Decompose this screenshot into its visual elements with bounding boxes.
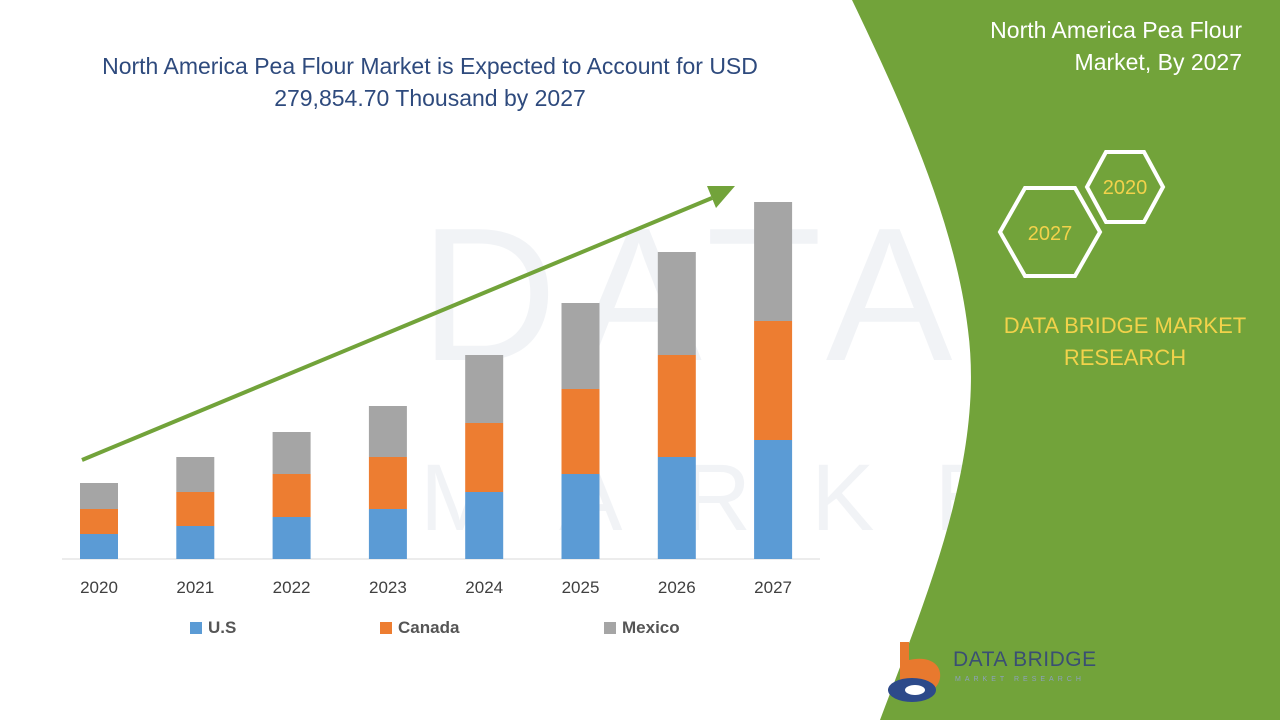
- trend-arrow: [81, 186, 735, 462]
- legend-swatch-us: [190, 622, 202, 634]
- bar-mexico-2026: [657, 252, 696, 355]
- bar-us-2024: [465, 492, 504, 559]
- legend-item-mexico: Mexico: [604, 616, 680, 640]
- bar-canada-2024: [465, 423, 504, 492]
- x-tick-label-2021: 2021: [176, 578, 214, 597]
- bar-us-2022: [272, 517, 311, 559]
- hexagon-2020: [1084, 150, 1166, 224]
- bar-mexico-2027: [754, 202, 793, 321]
- x-tick-label-2023: 2023: [369, 578, 407, 597]
- side-panel-title: North America Pea Flour Market, By 2027: [990, 17, 1242, 75]
- x-tick-label-2025: 2025: [562, 578, 600, 597]
- logo-name: DATA BRIDGE: [953, 648, 1097, 671]
- legend-item-canada: Canada: [380, 616, 459, 640]
- x-tick-label-2026: 2026: [658, 578, 696, 597]
- legend-swatch-mexico: [604, 622, 616, 634]
- bar-us-2023: [368, 509, 407, 559]
- bar-canada-2023: [368, 457, 407, 509]
- legend-item-us: U.S: [190, 616, 236, 640]
- x-tick-label-2022: 2022: [273, 578, 311, 597]
- x-tick-label-2020: 2020: [80, 578, 118, 597]
- x-tick-label-2024: 2024: [465, 578, 503, 597]
- bar-mexico-2025: [561, 303, 600, 389]
- legend-label-canada: Canada: [398, 618, 460, 637]
- trend-arrow-shaft: [81, 196, 713, 462]
- logo-tagline: MARKET RESEARCH: [955, 676, 1085, 683]
- bar-mexico-2022: [272, 432, 311, 474]
- green-side-panel: [852, 0, 1280, 720]
- bar-us-2027: [754, 440, 793, 559]
- bar-mexico-2020: [80, 483, 118, 509]
- hexagon-2027: [997, 186, 1103, 278]
- bar-canada-2021: [176, 492, 215, 526]
- bar-canada-2026: [657, 355, 696, 457]
- bar-mexico-2023: [368, 406, 407, 457]
- hexagon-label-2020: 2020: [1103, 177, 1148, 199]
- stacked-bar-chart: 2020 2021 2022 2023 2024 2025 2026 2027: [62, 202, 820, 597]
- bar-canada-2025: [561, 389, 600, 474]
- trend-arrow-head: [707, 186, 735, 208]
- bar-mexico-2021: [176, 457, 215, 492]
- chart-title: North America Pea Flour Market is Expect…: [102, 53, 758, 111]
- bar-us-2021: [176, 526, 215, 559]
- data-bridge-logo-mark: [888, 642, 941, 702]
- bar-us-2025: [561, 474, 600, 559]
- hexagon-label-2027: 2027: [1028, 223, 1073, 245]
- bar-canada-2022: [272, 474, 311, 517]
- legend-label-mexico: Mexico: [622, 618, 680, 637]
- bar-mexico-2024: [465, 355, 504, 423]
- bar-canada-2027: [754, 321, 793, 440]
- bar-us-2026: [657, 457, 696, 559]
- bar-us-2020: [80, 534, 118, 559]
- bar-canada-2020: [80, 509, 118, 534]
- legend-label-us: U.S: [208, 618, 237, 637]
- x-tick-label-2027: 2027: [754, 578, 792, 597]
- brand-name: DATA BRIDGE MARKET RESEARCH: [1003, 313, 1247, 370]
- legend-swatch-canada: [380, 622, 392, 634]
